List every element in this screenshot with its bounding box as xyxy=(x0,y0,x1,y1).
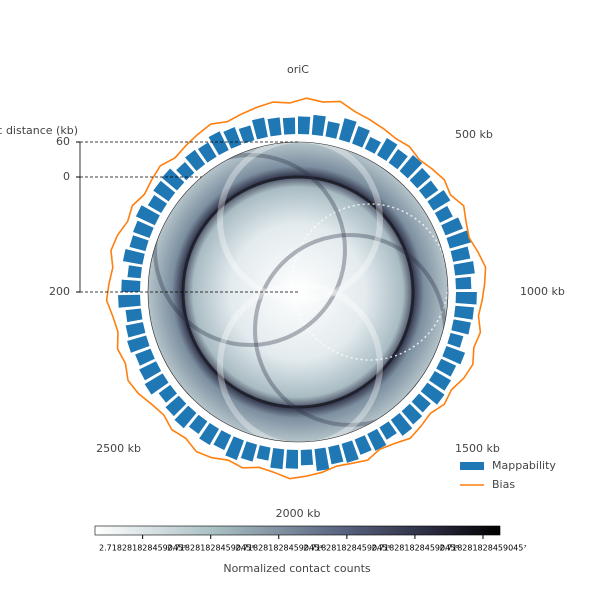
mappability-bar xyxy=(325,121,340,139)
mappability-bar xyxy=(364,136,381,154)
mappability-bar xyxy=(135,205,160,226)
circle-label: 500 kb xyxy=(455,128,493,141)
mappability-bar xyxy=(390,413,413,436)
mappability-bar xyxy=(118,294,141,308)
mappability-bar xyxy=(197,142,217,163)
y-tick-label: 0 xyxy=(63,170,70,183)
mappability-bar xyxy=(455,276,472,290)
legend-swatch xyxy=(460,462,484,470)
mappability-bar xyxy=(451,319,471,335)
mappability-bar xyxy=(139,361,162,381)
mappability-bar xyxy=(240,441,258,462)
mappability-bar xyxy=(174,405,197,429)
mappability-bar xyxy=(188,414,208,435)
mappability-bar xyxy=(411,393,431,413)
mappability-bar xyxy=(427,190,451,211)
mappability-bar xyxy=(135,348,155,366)
mappability-bar xyxy=(285,449,298,469)
mappability-bar xyxy=(399,154,423,179)
mappability-bar xyxy=(270,448,285,470)
y-label: Genomic distance (kb) xyxy=(0,124,78,137)
mappability-bar xyxy=(256,445,271,461)
mappability-bar xyxy=(401,403,423,425)
colorbar-ticks: 2.718281828459045²2.718281828459045³2.71… xyxy=(99,535,527,553)
mappability-bar xyxy=(185,149,206,171)
colorbar-label: Normalized contact counts xyxy=(223,562,371,575)
mappability-bar xyxy=(420,382,445,405)
mappability-bar xyxy=(125,308,143,323)
circle-label: 2500 kb xyxy=(96,442,141,455)
mappability-bar xyxy=(455,292,477,305)
mappability-bar xyxy=(298,116,311,135)
circle-label: 1000 kb xyxy=(520,285,565,298)
mappability-bar xyxy=(454,305,475,320)
mappability-bar xyxy=(158,384,177,403)
mappability-bar xyxy=(147,195,168,213)
mappability-bar xyxy=(409,167,431,189)
colorbar-tick-label: 2.718281828459045⁶ xyxy=(371,544,458,553)
mappability-bar xyxy=(367,428,387,451)
mappability-bar xyxy=(208,131,229,156)
mappability-bar xyxy=(428,371,452,391)
mappability-bar xyxy=(446,230,472,249)
mappability-bar xyxy=(213,430,232,451)
mappability-bar xyxy=(311,114,326,136)
mappability-bar xyxy=(388,149,408,170)
mappability-bar xyxy=(199,422,219,446)
mappability-bar xyxy=(129,235,149,252)
mappability-bar xyxy=(125,322,146,338)
y-tick-label: 200 xyxy=(49,285,70,298)
y-tick-label: 60 xyxy=(56,135,70,148)
mappability-bar xyxy=(144,373,169,395)
mappability-bar xyxy=(165,395,187,417)
mappability-bar xyxy=(132,220,154,238)
mappability-bar xyxy=(238,125,255,144)
mappability-bar xyxy=(223,127,242,149)
mappability-bar xyxy=(122,248,145,265)
legend-label: Mappability xyxy=(492,459,556,472)
mappability-bar xyxy=(328,444,344,465)
mappability-bar xyxy=(251,117,268,140)
legend-label: Bias xyxy=(492,478,515,491)
mappability-bar xyxy=(379,421,397,440)
mappability-bar xyxy=(450,246,471,262)
colorbar-tick-label: 2.718281828459045² xyxy=(99,544,186,553)
mappability-bar xyxy=(282,117,296,135)
colorbar-tick-label: 2.718281828459045⁵ xyxy=(303,544,390,553)
mappability-bar xyxy=(267,117,282,137)
mappability-bar xyxy=(354,435,372,455)
mappability-bar xyxy=(300,449,314,466)
mappability-bar xyxy=(127,265,142,279)
circle-label: 1500 kb xyxy=(455,442,500,455)
mappability-bar xyxy=(121,279,141,292)
circle-label: 2000 kb xyxy=(276,507,321,520)
mappability-bar xyxy=(314,447,330,472)
mappability-bar xyxy=(225,436,244,461)
colorbar-tick-label: 2.718281828459045⁴ xyxy=(235,544,322,553)
mappability-bar xyxy=(453,261,475,276)
colorbar xyxy=(94,525,501,536)
mappability-bar xyxy=(161,168,185,191)
mappability-bar xyxy=(419,180,439,200)
mappability-bar xyxy=(436,358,457,377)
circle-label: oriC xyxy=(287,63,309,76)
mappability-bar xyxy=(442,346,466,365)
mappability-bar xyxy=(352,125,370,148)
mappability-bar xyxy=(434,205,453,223)
colorbar-tick-label: 2.718281828459045⁷ xyxy=(439,544,526,553)
mappability-bar xyxy=(127,335,150,353)
mappability-bar xyxy=(377,138,398,162)
mappability-bar xyxy=(153,180,176,202)
mappability-bar xyxy=(447,332,464,348)
mappability-bar xyxy=(176,161,195,181)
bias-line xyxy=(105,97,487,480)
mappability-bar xyxy=(338,118,357,143)
colorbar-tick-label: 2.718281828459045³ xyxy=(167,544,254,553)
mappability-bar xyxy=(441,217,463,236)
mappability-bar xyxy=(341,440,359,463)
